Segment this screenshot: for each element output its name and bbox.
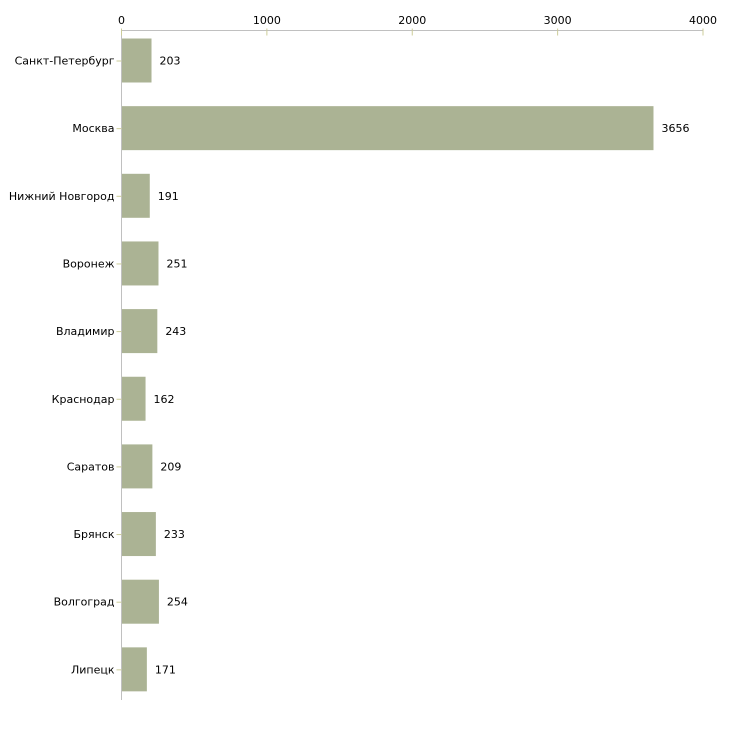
bar (122, 106, 654, 151)
bar-value-label: 243 (165, 325, 186, 338)
bar (122, 647, 147, 692)
category-label: Владимир (56, 325, 115, 338)
bar (122, 579, 159, 624)
x-axis-tick-label: 3000 (544, 14, 572, 27)
category-label: Краснодар (52, 393, 115, 406)
x-axis-tick-label: 1000 (253, 14, 281, 27)
bar (122, 444, 153, 489)
x-axis-tick-label: 4000 (689, 14, 717, 27)
category-label: Нижний Новгород (9, 190, 115, 203)
category-label: Санкт-Петербург (15, 55, 115, 68)
category-label: Саратов (67, 460, 115, 473)
bar-value-label: 251 (166, 257, 187, 270)
category-label: Воронеж (63, 257, 115, 270)
bar (122, 38, 152, 83)
bar (122, 241, 159, 286)
bar (122, 512, 156, 557)
x-axis-tick-label: 2000 (398, 14, 426, 27)
bar-value-label: 209 (160, 460, 181, 473)
category-label: Брянск (73, 528, 114, 541)
bar (122, 376, 146, 421)
category-label: Липецк (71, 663, 115, 676)
bar-value-label: 233 (164, 528, 185, 541)
category-label: Москва (72, 122, 114, 135)
bar-value-label: 3656 (661, 122, 689, 135)
bar (122, 309, 158, 354)
bar-value-label: 162 (154, 393, 175, 406)
bar-value-label: 191 (158, 190, 179, 203)
bar-value-label: 203 (160, 55, 181, 68)
x-axis-tick-label: 0 (118, 14, 125, 27)
bar (122, 173, 150, 218)
bar-value-label: 171 (155, 663, 176, 676)
category-label: Волгоград (54, 596, 115, 609)
bar-value-label: 254 (167, 596, 188, 609)
